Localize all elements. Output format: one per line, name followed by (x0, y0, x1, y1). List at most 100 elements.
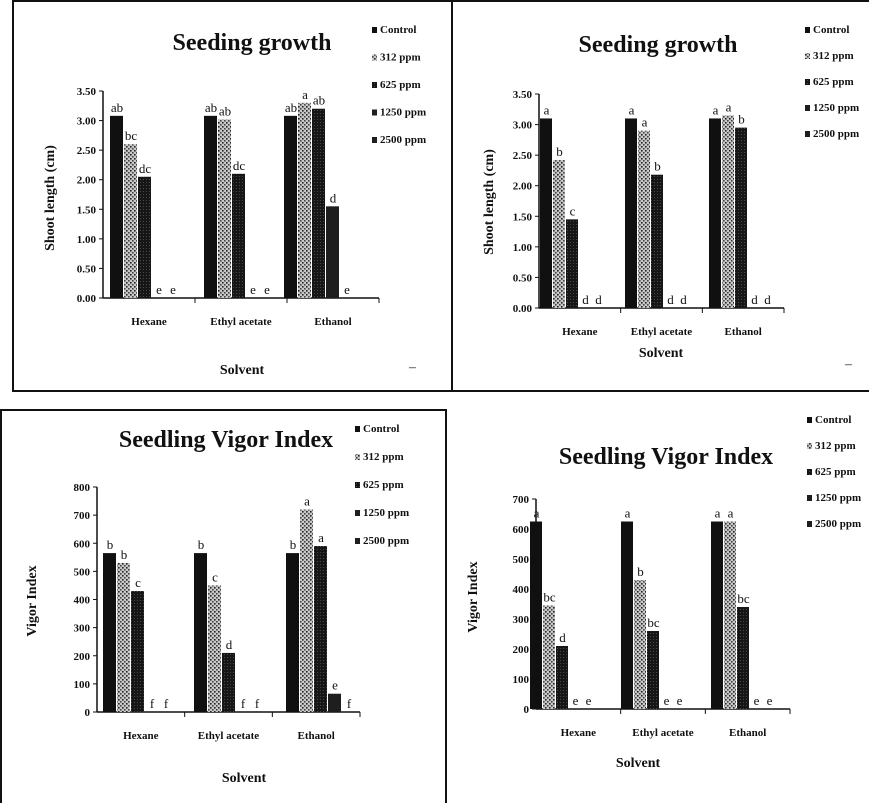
bar-2 (218, 119, 231, 298)
significance-label: ab (205, 100, 217, 115)
legend-label: Control (363, 423, 399, 435)
significance-label: b (107, 537, 114, 552)
legend-swatch (807, 417, 812, 423)
bar-1 (709, 118, 721, 308)
significance-label: d (595, 292, 602, 307)
legend-label: Control (813, 24, 849, 36)
chart-title: Seeding growth (173, 30, 332, 56)
bar-1 (621, 521, 633, 709)
bar-3 (232, 173, 245, 298)
significance-label: f (255, 696, 260, 711)
y-axis-title: Vigor Index (25, 565, 40, 636)
legend-label: 1250 ppm (380, 107, 426, 119)
significance-label: e (664, 693, 670, 708)
bar-4 (328, 693, 341, 712)
y-tick-label: 500 (74, 566, 91, 578)
y-axis-title: Shoot length (cm) (482, 149, 497, 255)
chart-svg-vigor-right: Seedling Vigor Index Vigor Index Solvent 0 1… (466, 414, 861, 771)
chart-title: Seeding growth (579, 32, 738, 58)
bar-3 (314, 546, 327, 712)
significance-label: a (302, 87, 308, 102)
legend-swatch (805, 27, 810, 33)
bar-1 (284, 115, 297, 298)
significance-label: a (715, 506, 721, 521)
significance-label: ab (219, 103, 231, 118)
y-tick-label: 100 (513, 674, 530, 686)
corner-mark-left: – (409, 360, 416, 375)
legend-label: 312 ppm (815, 440, 856, 452)
significance-label: a (713, 102, 719, 117)
y-tick-label: 0.50 (513, 272, 533, 284)
legend-swatch (355, 482, 360, 488)
x-category-label: Ethyl acetate (632, 727, 694, 739)
bar-2 (724, 521, 736, 709)
significance-label: a (318, 530, 324, 545)
significance-label: f (241, 696, 246, 711)
x-category-label: Ethyl acetate (210, 316, 272, 328)
y-tick-label: 0 (524, 704, 530, 716)
significance-label: ab (313, 93, 325, 108)
x-axis-title: Solvent (222, 771, 267, 786)
bar-2 (543, 605, 555, 709)
bar-3 (138, 176, 151, 298)
significance-label: bc (125, 128, 138, 143)
legend-swatch (807, 495, 812, 501)
y-axis-title: Vigor Index (466, 561, 481, 632)
legend-swatch (805, 79, 810, 85)
bar-3 (735, 127, 747, 308)
significance-label: dc (139, 161, 152, 176)
corner-mark-right: – (845, 357, 852, 372)
y-tick-label: 3.50 (513, 89, 533, 101)
bar-1 (103, 553, 116, 712)
x-category-label: Ethyl acetate (631, 326, 693, 338)
y-tick-label: 600 (74, 538, 91, 550)
x-category-label: Hexane (562, 326, 598, 338)
legend-swatch (372, 27, 377, 33)
legend-swatch (355, 510, 360, 516)
legend-label: 2500 ppm (363, 535, 409, 547)
legend-label: 312 ppm (380, 52, 421, 64)
legend-label: 1250 ppm (363, 507, 409, 519)
significance-label: c (570, 203, 576, 218)
bar-1 (204, 115, 217, 298)
legend-swatch (807, 443, 812, 449)
significance-label: e (264, 282, 270, 297)
y-tick-label: 400 (74, 595, 91, 607)
legend-label: 1250 ppm (815, 492, 861, 504)
significance-label: f (150, 696, 155, 711)
x-category-label: Ethanol (725, 326, 762, 338)
y-tick-label: 300 (74, 623, 91, 635)
chart-svg-vigor-left: Seedling Vigor Index Vigor Index Solvent 0 1… (25, 423, 409, 786)
x-category-label: Ethanol (298, 730, 335, 742)
significance-label: e (156, 282, 162, 297)
legend-swatch (372, 109, 377, 116)
chart-svg-shoot-right: Seeding growth Shoot length (cm) Solvent 0.… (482, 24, 859, 361)
legend-swatch (807, 521, 812, 527)
bar-3 (312, 108, 325, 298)
significance-label: bc (543, 590, 556, 605)
x-axis-title: Solvent (639, 346, 684, 361)
y-tick-label: 2.50 (513, 150, 533, 162)
chart-panel-vigor-left: Seedling Vigor Index Vigor Index Solvent 0 1… (2, 411, 445, 799)
legend-label: 1250 ppm (813, 102, 859, 114)
y-tick-label: 800 (74, 482, 91, 494)
chart-svg-shoot-left: Seeding growth Shoot length (cm) Solvent 0.… (43, 24, 426, 378)
bar-3 (647, 631, 659, 709)
bar-1 (530, 521, 542, 709)
legend-label: 312 ppm (813, 50, 854, 62)
y-tick-label: 0 (85, 707, 91, 719)
y-tick-label: 3.50 (77, 86, 97, 98)
x-category-label: Ethanol (314, 316, 351, 328)
significance-label: a (625, 506, 631, 521)
bar-3 (556, 646, 568, 709)
y-tick-label: 2.00 (513, 181, 533, 193)
significance-label: b (121, 547, 128, 562)
bar-1 (711, 521, 723, 709)
legend-swatch (805, 53, 810, 59)
bar-3 (566, 219, 578, 308)
y-tick-label: 300 (513, 614, 530, 626)
significance-label: d (559, 630, 566, 645)
bar-2 (634, 580, 646, 709)
significance-label: d (751, 292, 758, 307)
x-category-label: Ethanol (729, 727, 766, 739)
